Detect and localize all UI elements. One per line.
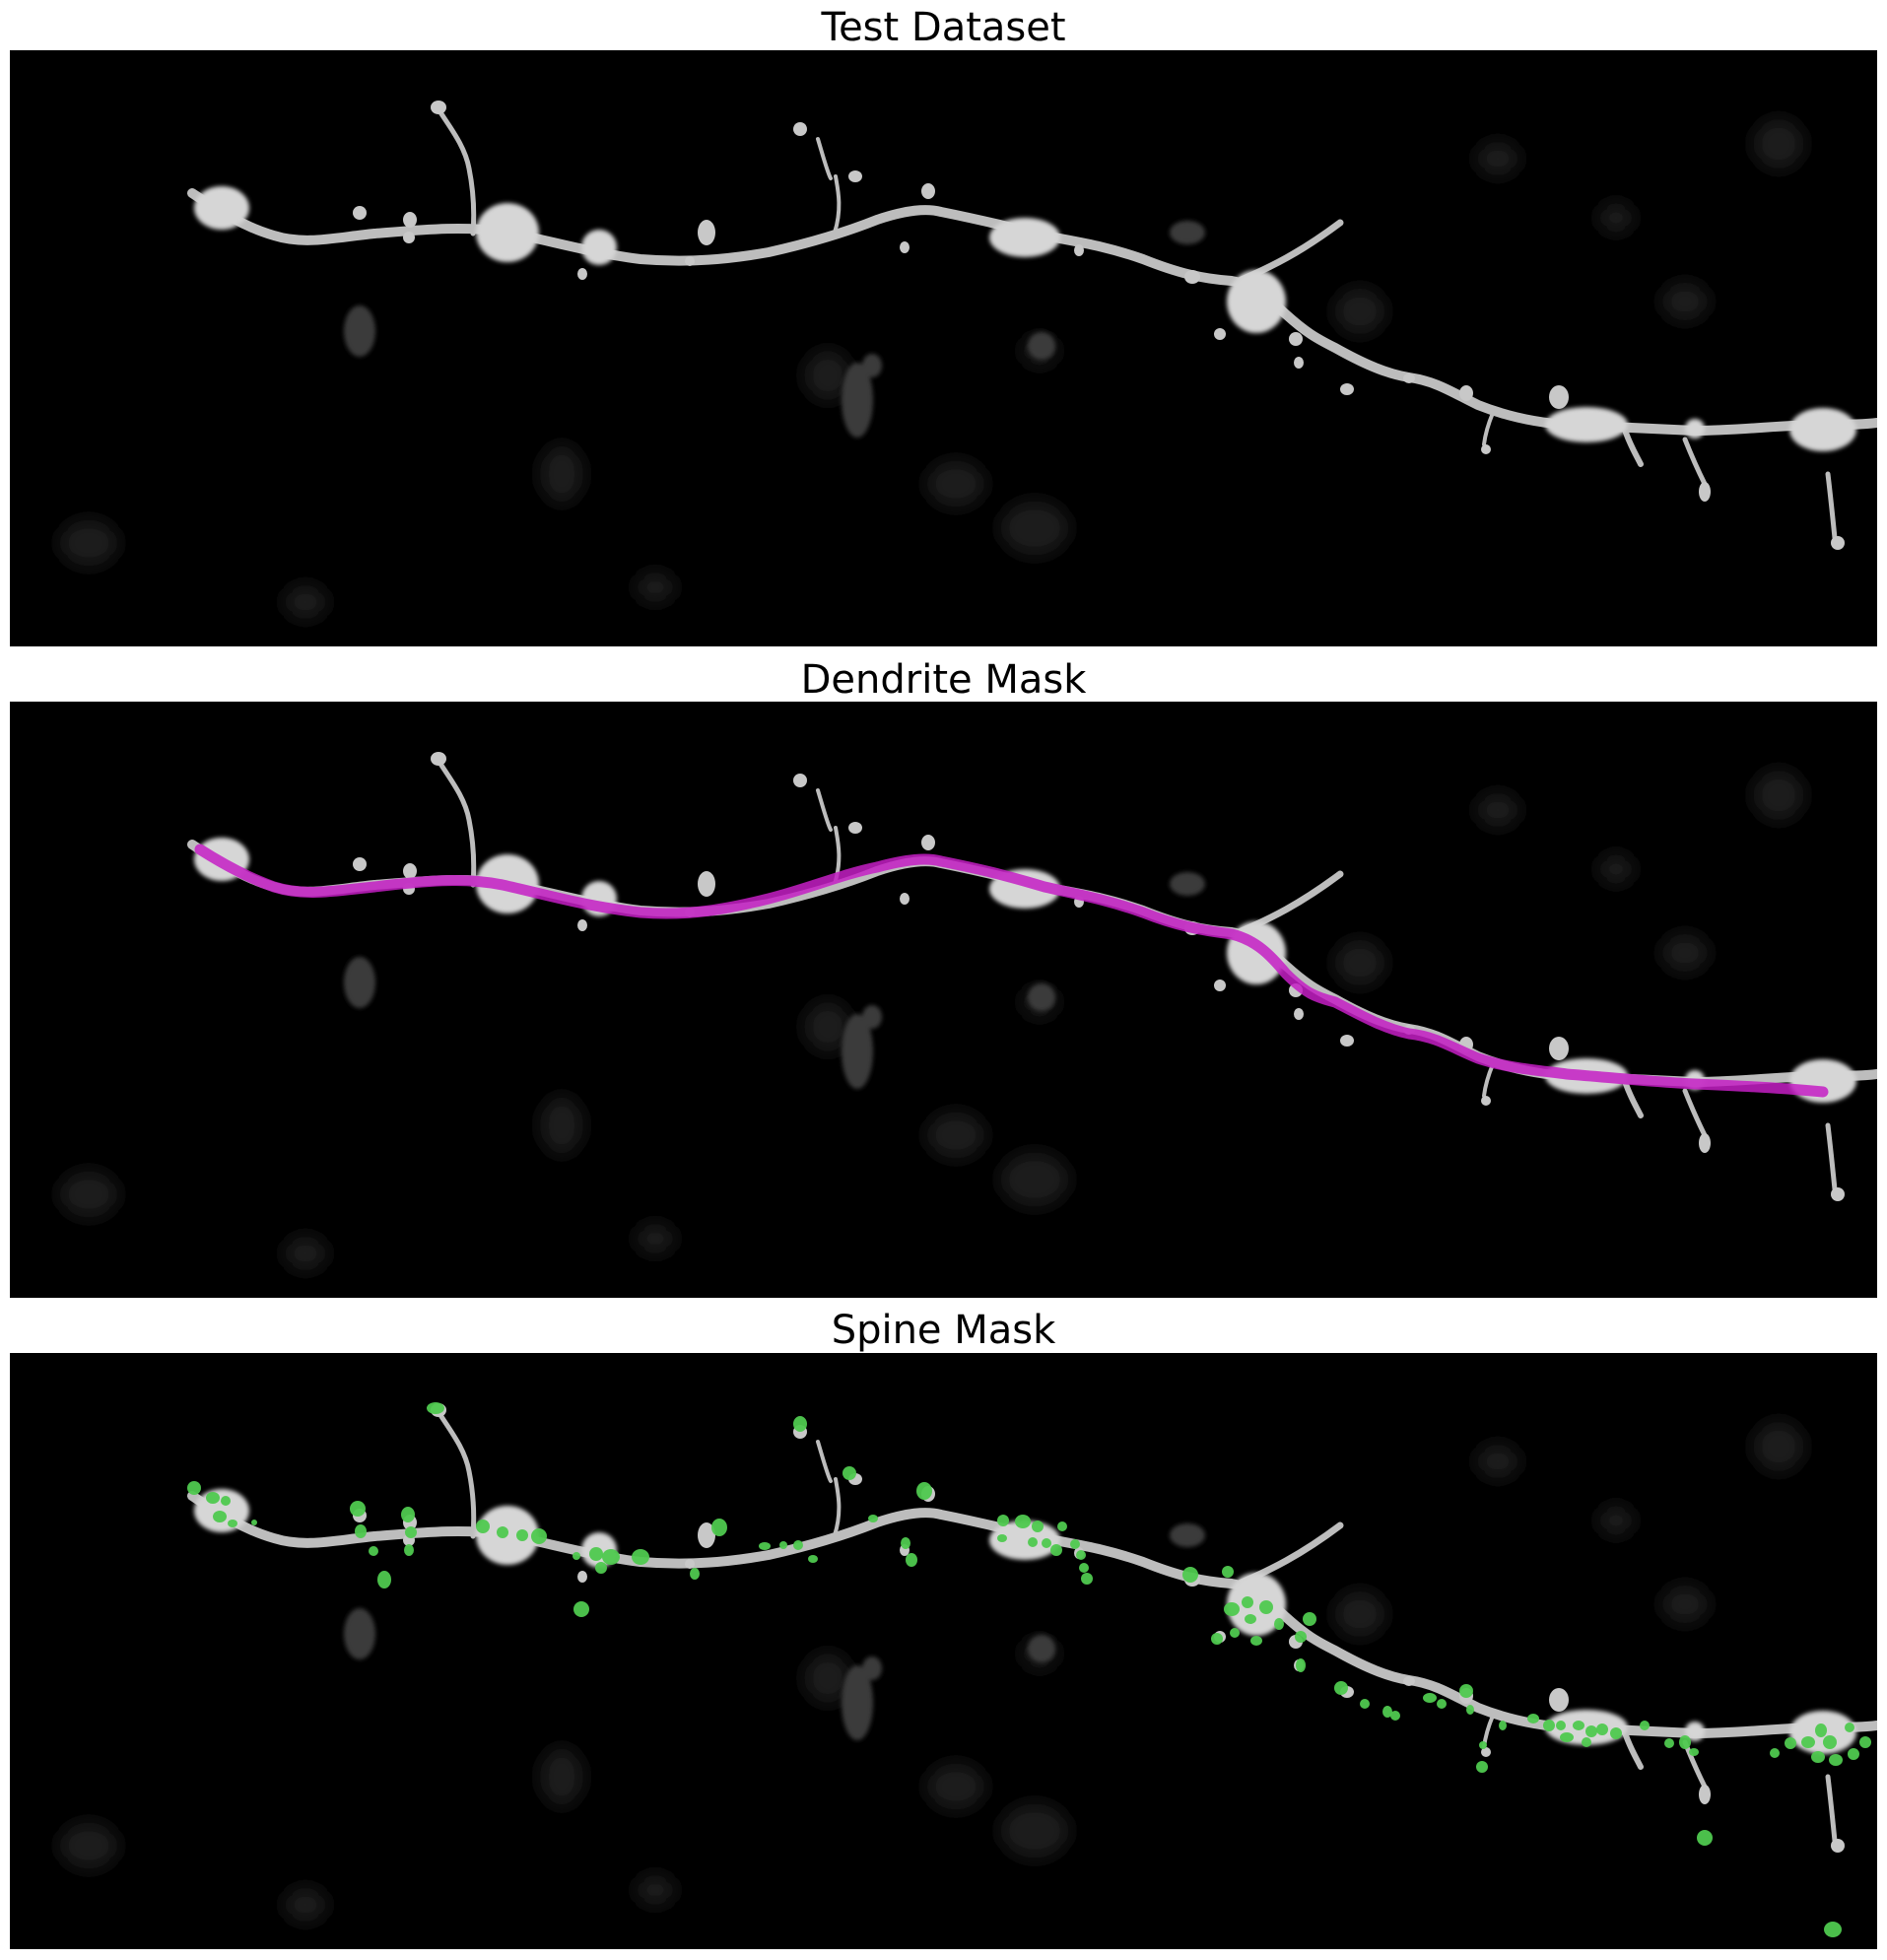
image-background — [10, 702, 1877, 1298]
image-background — [10, 50, 1877, 646]
dendrite-mask-image — [10, 702, 1877, 1298]
test-dataset-canvas — [10, 50, 1877, 646]
image-background — [10, 1353, 1877, 1949]
panel-title-test-dataset: Test Dataset — [821, 5, 1066, 50]
panel-title-dendrite-mask: Dendrite Mask — [800, 657, 1087, 703]
spine-mask-image — [10, 1353, 1877, 1949]
spine-mask-canvas — [10, 1353, 1877, 1949]
panel-title-spine-mask: Spine Mask — [831, 1308, 1056, 1353]
test-dataset-image — [10, 50, 1877, 646]
dendrite-mask-canvas — [10, 702, 1877, 1298]
